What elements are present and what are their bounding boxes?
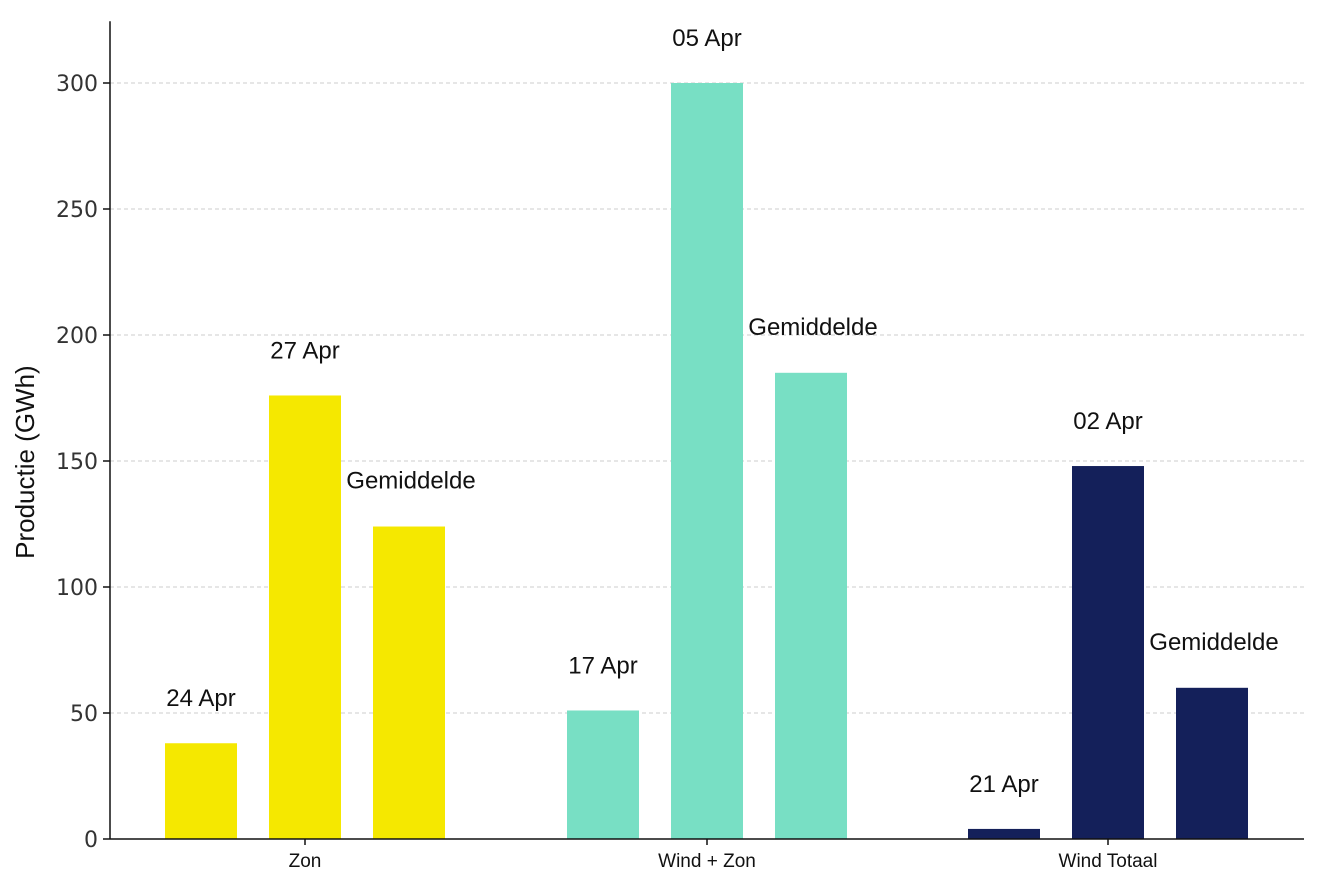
bar-24-apr xyxy=(165,743,237,839)
bar-gemiddelde xyxy=(1176,687,1248,839)
y-axis-title: Productie (GWh) xyxy=(10,365,40,559)
bar-label: 21 Apr xyxy=(969,771,1038,798)
x-axis-ticks: Zon Wind + Zon Wind Totaal xyxy=(289,839,1158,872)
bar-02-apr xyxy=(1072,466,1144,839)
bar-27-apr xyxy=(269,395,341,839)
y-tick-label: 150 xyxy=(56,450,98,475)
bar-17-apr xyxy=(567,710,639,839)
bar-label: 17 Apr xyxy=(568,652,637,679)
y-tick-label: 0 xyxy=(84,828,98,853)
y-tick-label: 50 xyxy=(70,702,98,727)
bar-label: 02 Apr xyxy=(1073,408,1142,435)
bar-labels: 24 Apr 27 Apr Gemiddelde 17 Apr 05 Apr Gemidd… xyxy=(166,25,1278,798)
x-category-label: Zon xyxy=(289,851,322,872)
bar-gemiddelde xyxy=(775,372,847,839)
bar-21-apr xyxy=(968,828,1040,839)
bar-label: Gemiddelde xyxy=(346,468,475,495)
y-tick-label: 300 xyxy=(56,72,98,97)
y-tick-label: 100 xyxy=(56,576,98,601)
y-tick-label: 250 xyxy=(56,198,98,223)
bar-gemiddelde xyxy=(373,526,445,839)
y-axis-ticks: 0 50 100 150 200 250 300 xyxy=(56,72,110,853)
bar-label: 27 Apr xyxy=(270,337,339,364)
bar-label: 24 Apr xyxy=(166,685,235,712)
y-tick-label: 200 xyxy=(56,324,98,349)
bar-label: Gemiddelde xyxy=(748,314,877,341)
bar-label: Gemiddelde xyxy=(1149,629,1278,656)
bars xyxy=(165,83,1248,839)
x-category-label: Wind + Zon xyxy=(658,851,756,872)
bar-05-apr xyxy=(671,83,743,839)
x-category-label: Wind Totaal xyxy=(1059,851,1158,872)
bar-label: 05 Apr xyxy=(672,25,741,52)
